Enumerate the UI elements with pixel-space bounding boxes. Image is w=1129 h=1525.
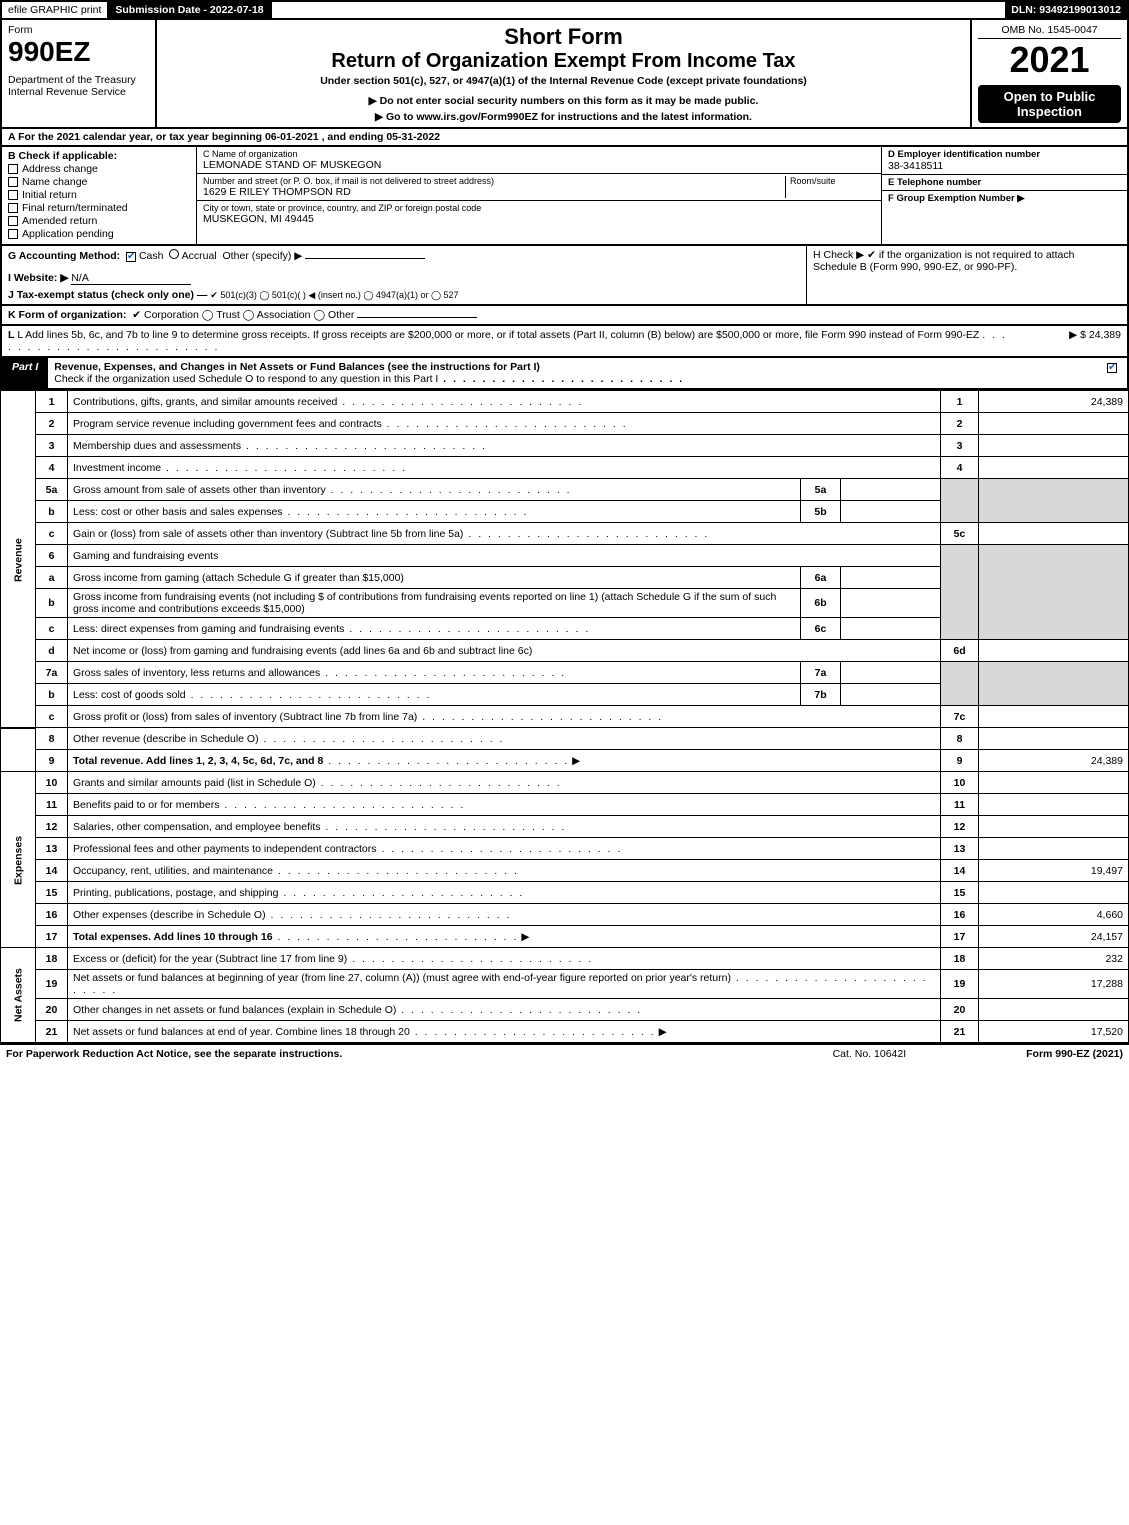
expenses-side: Expenses: [1, 772, 36, 948]
dept-treasury: Department of the Treasury: [8, 74, 149, 86]
row-gh: G Accounting Method: Cash Accrual Other …: [0, 246, 1129, 306]
org-city: MUSKEGON, MI 49445: [203, 213, 875, 225]
open-public: Open to Public Inspection: [978, 85, 1121, 123]
footer-left: For Paperwork Reduction Act Notice, see …: [6, 1048, 342, 1060]
check-address-change[interactable]: [8, 164, 18, 174]
amt-19: 17,288: [979, 970, 1129, 999]
check-schedule-o[interactable]: [1107, 363, 1117, 373]
amt-18: 232: [979, 948, 1129, 970]
org-name: LEMONADE STAND OF MUSKEGON: [203, 159, 875, 171]
radio-accrual[interactable]: [169, 249, 179, 259]
k-opts: ✔ Corporation ◯ Trust ◯ Association ◯ Ot…: [132, 309, 354, 321]
other-specify-input[interactable]: [305, 258, 425, 259]
row-k: K Form of organization: ✔ Corporation ◯ …: [0, 306, 1129, 326]
b-label: B Check if applicable:: [8, 150, 190, 162]
check-initial-return[interactable]: [8, 190, 18, 200]
part1-header: Part I Revenue, Expenses, and Changes in…: [0, 358, 1129, 390]
dln: DLN: 93492199013012: [1005, 2, 1127, 18]
efile-label: efile GRAPHIC print: [2, 2, 109, 18]
form-header: Form 990EZ Department of the Treasury In…: [0, 20, 1129, 129]
irs: Internal Revenue Service: [8, 86, 149, 98]
f-label: F Group Exemption Number ▶: [888, 193, 1121, 204]
room-suite-label: Room/suite: [785, 176, 875, 198]
check-cash[interactable]: [126, 252, 136, 262]
website: N/A: [71, 272, 191, 285]
check-application-pending[interactable]: [8, 229, 18, 239]
amt-14: 19,497: [979, 860, 1129, 882]
amt-1: 24,389: [979, 391, 1129, 413]
revenue-side: Revenue: [1, 391, 36, 728]
k-other-input[interactable]: [357, 317, 477, 318]
part1-table: Revenue 1 Contributions, gifts, grants, …: [0, 390, 1129, 1043]
page-footer: For Paperwork Reduction Act Notice, see …: [0, 1043, 1129, 1063]
form-word: Form: [8, 24, 149, 36]
submission-date: Submission Date - 2022-07-18: [109, 2, 271, 18]
return-title: Return of Organization Exempt From Incom…: [163, 50, 964, 73]
l-amount: ▶ $ 24,389: [1011, 329, 1121, 353]
footer-mid: Cat. No. 10642I: [833, 1048, 907, 1060]
d-label: D Employer identification number: [888, 149, 1121, 160]
row-l: L L Add lines 5b, 6c, and 7b to line 9 t…: [0, 326, 1129, 358]
topbar: efile GRAPHIC print Submission Date - 20…: [0, 0, 1129, 20]
footer-right: Form 990-EZ (2021): [1026, 1048, 1123, 1060]
e-label: E Telephone number: [888, 177, 1121, 188]
goto-link[interactable]: ▶ Go to www.irs.gov/Form990EZ for instru…: [163, 111, 964, 123]
amt-9: 24,389: [979, 750, 1129, 772]
org-street: 1629 E RILEY THOMPSON RD: [203, 186, 785, 198]
check-amended-return[interactable]: [8, 216, 18, 226]
check-final-return[interactable]: [8, 203, 18, 213]
c-city-label: City or town, state or province, country…: [203, 203, 875, 213]
check-name-change[interactable]: [8, 177, 18, 187]
row-a: A For the 2021 calendar year, or tax yea…: [0, 129, 1129, 147]
form-number: 990EZ: [8, 36, 149, 68]
j-opts: ✔ 501(c)(3) ◯ 501(c)( ) ◀ (insert no.) ◯…: [210, 290, 458, 300]
tax-year: 2021: [978, 39, 1121, 81]
c-street-label: Number and street (or P. O. box, if mail…: [203, 176, 785, 186]
h-text: H Check ▶ ✔ if the organization is not r…: [807, 246, 1127, 304]
under-section: Under section 501(c), 527, or 4947(a)(1)…: [163, 75, 964, 87]
c-name-label: C Name of organization: [203, 149, 875, 159]
j-label: J Tax-exempt status (check only one) —: [8, 289, 207, 301]
omb: OMB No. 1545-0047: [978, 24, 1121, 39]
ein: 38-3418511: [888, 160, 1121, 172]
netassets-side: Net Assets: [1, 948, 36, 1043]
short-form: Short Form: [163, 24, 964, 50]
block-bcdef: B Check if applicable: Address change Na…: [0, 147, 1129, 246]
amt-16: 4,660: [979, 904, 1129, 926]
part1-tag: Part I: [2, 358, 48, 388]
ssn-warn: ▶ Do not enter social security numbers o…: [163, 95, 964, 107]
amt-17: 24,157: [979, 926, 1129, 948]
amt-21: 17,520: [979, 1021, 1129, 1043]
i-label: I Website: ▶: [8, 272, 68, 284]
g-label: G Accounting Method:: [8, 250, 120, 262]
